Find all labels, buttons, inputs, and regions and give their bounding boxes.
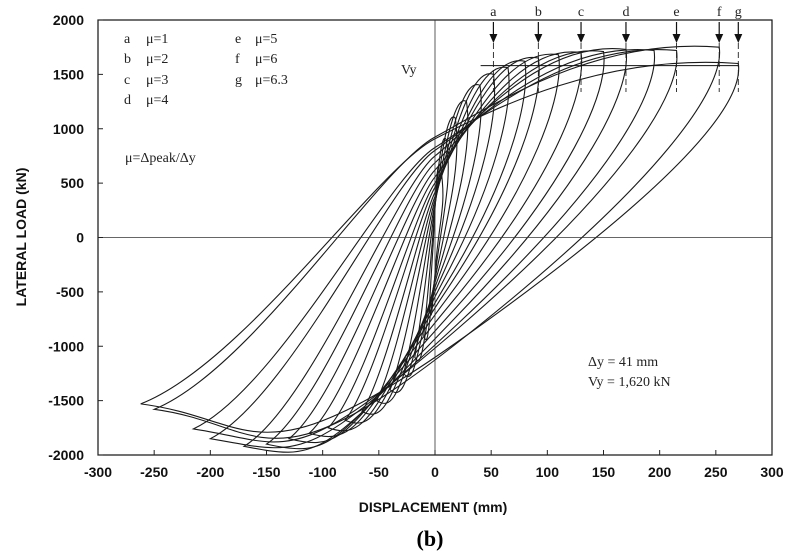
y-tick-label: 0	[76, 230, 84, 246]
hysteresis-loop-15	[191, 49, 678, 443]
y-tick-label: -1000	[48, 338, 84, 354]
hysteresis-loop-12	[265, 50, 605, 450]
x-tick-label: -50	[369, 464, 389, 480]
legend-letter-a: a	[124, 32, 131, 47]
x-tick-label: 0	[431, 464, 439, 480]
legend-letter-e: e	[235, 32, 241, 47]
y-tick-label: -1500	[48, 393, 84, 409]
legend-letter-d: d	[124, 93, 131, 108]
x-axis-title: DISPLACEMENT (mm)	[359, 499, 508, 515]
legend-letter-f: f	[235, 52, 240, 67]
peak-marker-arrowhead-a	[489, 34, 498, 43]
legend-label-d: μ=4	[146, 93, 168, 108]
peak-marker-label-g: g	[735, 5, 742, 20]
y-tick-labels: 2000 1500 1000 500 0 -500 -1000 -1500 -2000	[48, 12, 103, 463]
x-tick-label: -250	[140, 464, 168, 480]
peak-marker-arrowhead-c	[577, 34, 586, 43]
figure-caption: (b)	[417, 526, 444, 551]
x-tick-label: 250	[704, 464, 728, 480]
legend-letter-b: b	[124, 52, 131, 67]
y-tick-label: 2000	[53, 12, 84, 28]
peak-marker-label-e: e	[673, 5, 679, 20]
delta-y-note: Δy = 41 mm	[588, 355, 658, 370]
vy-value-note: Vy = 1,620 kN	[588, 375, 671, 390]
legend-label-a: μ=1	[146, 32, 168, 47]
y-tick-label: 500	[61, 175, 85, 191]
peak-marker-label-b: b	[535, 5, 542, 20]
x-tick-label: -200	[196, 464, 224, 480]
legend: a μ=1 b μ=2 c μ=3 d μ=4 e μ=5 f μ=6 g μ=…	[124, 32, 288, 108]
legend-label-g: μ=6.3	[255, 73, 288, 88]
peak-marker-label-f: f	[717, 5, 722, 20]
hysteresis-loop-9	[327, 57, 540, 432]
legend-label-f: μ=6	[255, 52, 277, 67]
x-tick-label: 150	[592, 464, 616, 480]
peak-marker-arrowhead-d	[621, 34, 630, 43]
x-tick-label: 100	[536, 464, 560, 480]
vy-label: Vy	[401, 63, 417, 78]
y-tick-label: 1000	[53, 121, 84, 137]
hysteresis-loop-6	[375, 73, 496, 404]
x-tick-label: 300	[760, 464, 784, 480]
x-tick-label: -300	[84, 464, 112, 480]
legend-label-e: μ=5	[255, 32, 277, 47]
y-tick-label: -500	[56, 284, 84, 300]
x-tick-labels: -300 -250 -200 -150 -100 -50 0 50 100 150 200 250 30…	[84, 450, 784, 480]
legend-letter-g: g	[235, 73, 242, 88]
peak-marker-label-a: a	[490, 5, 497, 20]
y-axis-title: LATERAL LOAD (kN)	[13, 168, 29, 307]
x-tick-label: -150	[252, 464, 280, 480]
x-tick-label: 50	[483, 464, 499, 480]
hysteresis-loops	[140, 45, 740, 453]
peak-marker-arrowhead-b	[534, 34, 543, 43]
peak-marker-label-d: d	[622, 5, 629, 20]
peak-marker-arrowhead-e	[672, 34, 681, 43]
legend-letter-c: c	[124, 73, 130, 88]
legend-label-c: μ=3	[146, 73, 168, 88]
legend-label-b: μ=2	[146, 52, 168, 67]
y-tick-label: 1500	[53, 66, 84, 82]
ductility-definition: μ=Δpeak/Δy	[125, 151, 196, 166]
x-tick-label: -100	[309, 464, 337, 480]
hysteresis-loop-16	[152, 45, 721, 439]
peak-marker-arrowhead-g	[734, 34, 743, 43]
x-tick-label: 200	[648, 464, 672, 480]
peak-marker-label-c: c	[578, 5, 584, 20]
y-tick-label: -2000	[48, 447, 84, 463]
peak-marker-arrowhead-f	[715, 34, 724, 43]
